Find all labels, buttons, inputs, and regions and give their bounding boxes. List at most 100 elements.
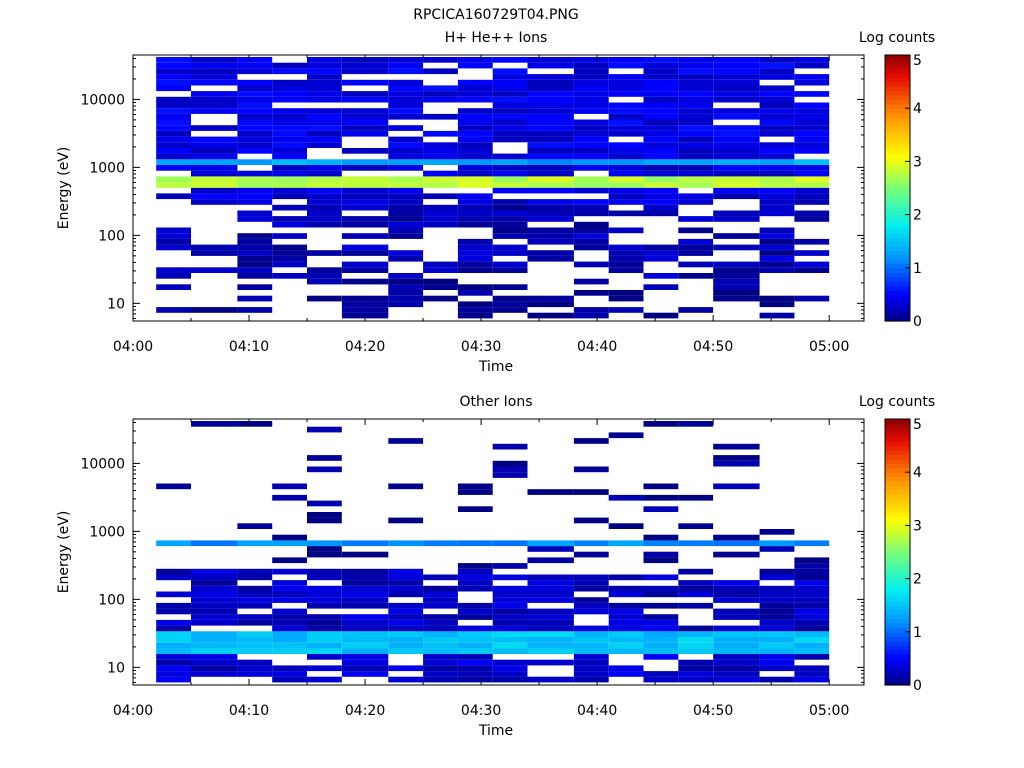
spectrogram-cell xyxy=(608,619,644,626)
colorbar-segment xyxy=(885,289,910,295)
spectrogram-cell xyxy=(237,267,273,273)
spectrogram-cell xyxy=(156,233,191,239)
spectrogram-cell xyxy=(713,153,760,160)
colorbar-segment xyxy=(885,640,910,646)
spectrogram-cell xyxy=(156,625,191,632)
spectrogram-cell xyxy=(794,614,830,620)
spectrogram-cell xyxy=(272,585,307,592)
spectrogram-cell xyxy=(713,136,760,143)
spectrogram-cell xyxy=(191,68,238,75)
spectrogram-cell xyxy=(457,130,493,137)
colorbar-segment xyxy=(885,463,910,469)
spectrogram-cell xyxy=(457,676,493,683)
spectrogram-cell xyxy=(713,244,760,251)
colorbar-segment xyxy=(885,112,910,118)
colorbar-segment xyxy=(885,94,910,100)
spectrogram-cell xyxy=(237,216,273,222)
spectrogram-cell xyxy=(341,625,389,632)
spectrogram-cell xyxy=(794,261,830,268)
spectrogram-cell xyxy=(307,108,342,114)
spectrogram-cell xyxy=(307,85,342,92)
spectrogram-cell xyxy=(608,130,644,137)
spectrogram-cell xyxy=(388,483,424,490)
spectrogram-cell xyxy=(492,267,528,273)
spectrogram-cell xyxy=(423,671,458,677)
spectrogram-cell xyxy=(272,204,307,211)
spectrogram-cell xyxy=(457,170,493,177)
spectrogram-cell xyxy=(492,119,528,126)
colorbar-segment xyxy=(885,498,910,504)
spectrogram-cell xyxy=(527,182,574,188)
spectrogram-cell xyxy=(759,648,795,654)
spectrogram-cell xyxy=(388,68,424,75)
spectrogram-cell xyxy=(156,602,191,609)
spectrogram-cell xyxy=(457,91,493,97)
spectrogram-cell xyxy=(713,625,760,632)
spectrogram-cell xyxy=(643,244,679,251)
colorbar-segment xyxy=(885,183,910,189)
spectrogram-cell xyxy=(794,591,830,598)
spectrogram-cell xyxy=(527,648,574,654)
spectrogram-cell xyxy=(272,85,307,92)
spectrogram-cell xyxy=(678,591,714,598)
spectrogram-cell xyxy=(527,489,574,495)
spectrogram-cell xyxy=(794,665,830,672)
spectrogram-cell xyxy=(272,108,307,114)
spectrogram-cell xyxy=(156,142,191,148)
spectrogram-cell xyxy=(237,619,273,626)
panel-h-he-ions: H+ He++ Ions 04:00 04:10 04:20 04:30 04:40 04… xyxy=(56,30,935,375)
spectrogram-cell xyxy=(457,119,493,126)
spectrogram-cell xyxy=(573,642,609,649)
spectrogram-cell xyxy=(573,625,609,632)
spectrogram-cell xyxy=(713,534,760,541)
spectrogram-cell xyxy=(388,676,424,683)
spectrogram-cell xyxy=(643,113,679,120)
spectrogram-cell xyxy=(608,602,644,609)
colorbar-segment xyxy=(885,196,910,202)
spectrogram-cell xyxy=(527,608,574,615)
spectrogram-cell xyxy=(608,85,644,92)
spectrogram-cell xyxy=(388,91,424,97)
spectrogram-cell xyxy=(307,57,342,63)
spectrogram-cell xyxy=(191,671,238,677)
y-tick-label: 1000 xyxy=(89,160,125,176)
spectrogram-cell xyxy=(678,585,714,592)
y-axis-label: Energy (eV) xyxy=(56,511,72,594)
spectrogram-cell xyxy=(527,557,574,564)
spectrogram-cell xyxy=(492,261,528,268)
spectrogram-cell xyxy=(341,91,389,97)
spectrogram-cell xyxy=(237,273,273,279)
x-tick-label: 04:30 xyxy=(461,703,501,719)
spectrogram-cell xyxy=(237,159,273,165)
spectrogram-cell xyxy=(307,130,342,137)
spectrogram-cell xyxy=(759,631,795,637)
spectrogram-cell xyxy=(794,608,830,615)
x-tick-label: 04:10 xyxy=(229,339,269,355)
spectrogram-cell xyxy=(794,79,830,86)
spectrogram-cell xyxy=(608,125,644,131)
spectrogram-cell xyxy=(643,631,679,637)
colorbar-segment xyxy=(885,86,910,92)
spectrogram-cell xyxy=(156,153,191,160)
colorbar-segment xyxy=(885,170,910,176)
figure-title: RPCICA160729T04.PNG xyxy=(413,7,578,23)
spectrogram-cell xyxy=(341,108,389,114)
spectrogram-cell xyxy=(759,574,795,581)
spectrogram-cell xyxy=(156,176,191,183)
spectrogram-cell xyxy=(573,676,609,683)
spectrogram-cell xyxy=(573,199,609,205)
spectrogram-cell xyxy=(759,659,795,666)
spectrogram-cell xyxy=(713,165,760,171)
colorbar-segment xyxy=(885,307,910,313)
spectrogram-cell xyxy=(423,540,458,547)
spectrogram-cell xyxy=(237,233,273,239)
spectrogram-cell xyxy=(678,119,714,126)
spectrogram-cell xyxy=(573,585,609,592)
spectrogram-cell xyxy=(573,79,609,86)
spectrogram-cell xyxy=(643,108,679,114)
spectrogram-cell xyxy=(527,238,574,245)
spectrogram-cell xyxy=(156,85,191,92)
spectrogram-cell xyxy=(191,159,238,165)
spectrogram-cell xyxy=(527,113,574,120)
spectrogram-cell xyxy=(527,170,574,177)
